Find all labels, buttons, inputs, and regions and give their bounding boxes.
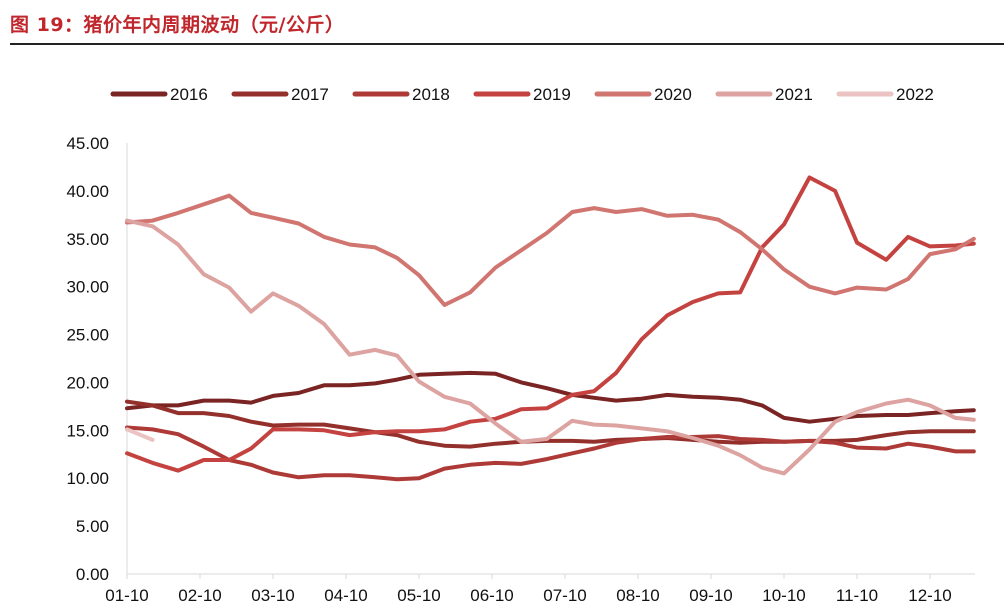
legend-label: 2018 [412, 85, 450, 104]
series-line-2022 [125, 427, 155, 442]
y-tick-label: 35.00 [66, 230, 109, 249]
x-tick-label: 12-10 [908, 586, 951, 604]
legend-label: 2016 [170, 85, 208, 104]
x-tick-label: 08-10 [616, 586, 659, 604]
x-tick-label: 11-10 [836, 586, 878, 604]
series-2018 [125, 425, 976, 482]
legend-label: 2021 [775, 85, 813, 104]
series-2017 [125, 399, 976, 449]
title-divider [10, 43, 1004, 45]
x-tick-label: 06-10 [470, 586, 513, 604]
y-tick-label: 15.00 [66, 421, 109, 440]
legend-item-2019: 2019 [473, 85, 571, 104]
legend: 2016 2017 2018 2019 2020 2021 2022 [110, 85, 934, 104]
legend-item-2017: 2017 [231, 85, 329, 104]
legend-label: 2022 [896, 85, 934, 104]
legend-item-2020: 2020 [594, 85, 692, 104]
series-line-2016 [125, 370, 976, 424]
y-tick-label: 20.00 [66, 373, 109, 392]
legend-item-2021: 2021 [715, 85, 813, 104]
series-line-2021 [125, 218, 976, 476]
y-tick-label: 10.00 [66, 469, 109, 488]
series-line-2020 [125, 193, 976, 307]
series-line-2019 [125, 175, 976, 473]
legend-item-2018: 2018 [352, 85, 450, 104]
x-tick-label: 09-10 [689, 586, 732, 604]
y-tick-label: 40.00 [66, 182, 109, 201]
series-2016 [125, 370, 976, 424]
series-2019 [125, 175, 976, 473]
x-tick-label: 01-10 [105, 586, 148, 604]
y-tick-label: 45.00 [66, 134, 109, 153]
legend-label: 2017 [291, 85, 329, 104]
y-tick-label: 0.00 [76, 565, 109, 584]
series-2020 [125, 193, 976, 307]
series-layer [125, 175, 976, 482]
y-axis: 0.00 5.00 10.00 15.00 20.00 25.00 30.00 35.00 40… [66, 134, 128, 584]
legend-label: 2019 [533, 85, 571, 104]
x-tick-label: 03-10 [251, 586, 294, 604]
y-tick-label: 5.00 [76, 517, 109, 536]
x-tick-label: 10-10 [762, 586, 805, 604]
x-tick-label: 05-10 [397, 586, 440, 604]
series-2021 [125, 218, 976, 476]
x-axis: 01-10 02-10 03-10 04-10 05-10 06-10 07-10 08-10… [105, 573, 975, 604]
series-2022 [125, 427, 155, 442]
y-tick-label: 25.00 [66, 326, 109, 345]
x-tick-label: 07-10 [543, 586, 586, 604]
legend-label: 2020 [654, 85, 692, 104]
y-tick-label: 30.00 [66, 278, 109, 297]
series-line-2017 [125, 399, 976, 449]
series-line-2018 [125, 425, 976, 482]
legend-item-2016: 2016 [110, 85, 208, 104]
x-tick-label: 04-10 [324, 586, 367, 604]
x-tick-label: 02-10 [178, 586, 221, 604]
legend-item-2022: 2022 [836, 85, 934, 104]
page-title: 图 19：猪价年内周期波动（元/公斤） [10, 14, 345, 36]
